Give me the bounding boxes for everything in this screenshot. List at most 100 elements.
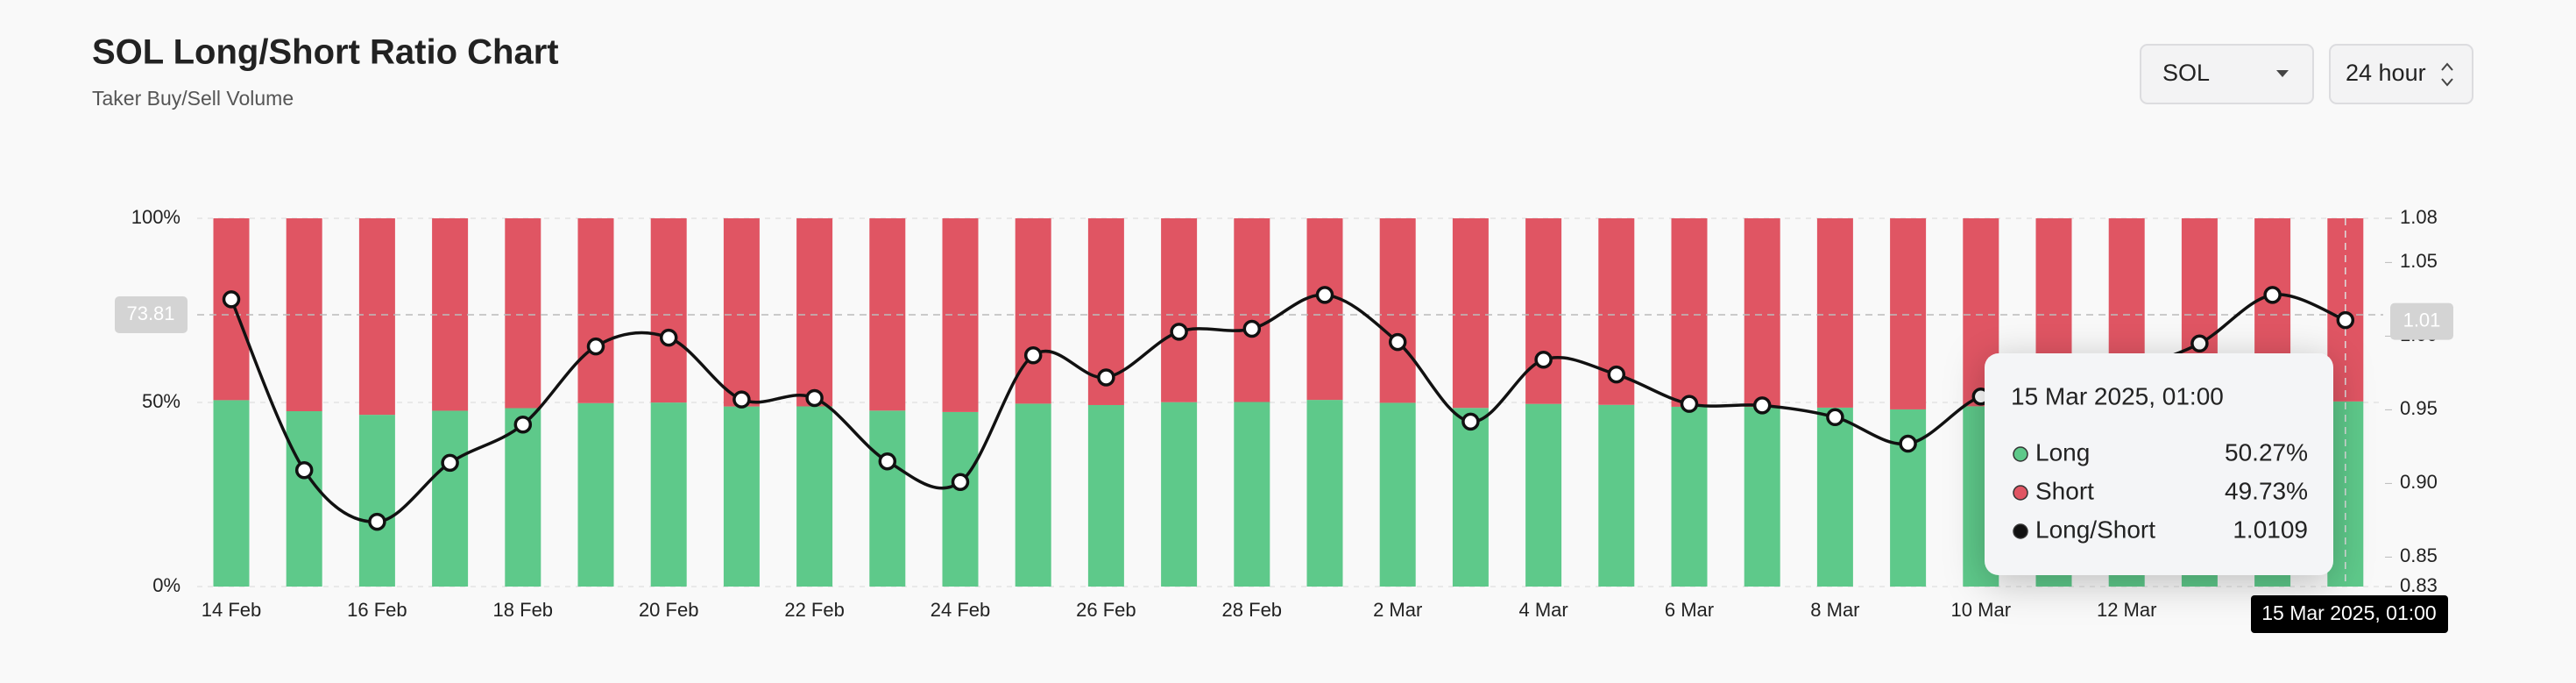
tooltip-dot bbox=[2013, 446, 2028, 462]
chart-title: SOL Long/Short Ratio Chart bbox=[92, 33, 559, 72]
select-box[interactable] bbox=[2140, 44, 2314, 104]
x-tick-label: 8 Mar bbox=[1810, 599, 1859, 621]
tooltip-title: 15 Mar 2025, 01:00 bbox=[2011, 382, 2224, 409]
bar-segment bbox=[1306, 400, 1343, 587]
y2-tick-label: 0.95 bbox=[2400, 397, 2438, 419]
y-tick-label: 50% bbox=[142, 390, 180, 412]
bar-segment bbox=[577, 402, 614, 587]
ratio-point bbox=[1534, 351, 1553, 369]
bar-segment bbox=[1379, 402, 1416, 587]
ratio-point bbox=[1242, 319, 1262, 338]
bar-segment bbox=[1234, 402, 1270, 587]
bar-segment bbox=[1379, 218, 1416, 403]
crosshair-x-label: 15 Mar 2025, 01:00 bbox=[2261, 601, 2436, 624]
ratio-point bbox=[1388, 332, 1407, 352]
tooltip-name: Long bbox=[2035, 438, 2090, 466]
bar-segment bbox=[1015, 218, 1051, 404]
bar-segment bbox=[1598, 404, 1635, 587]
crosshair-y2-label: 1.01 bbox=[2403, 309, 2441, 331]
bar-segment bbox=[1161, 402, 1198, 587]
ratio-point bbox=[294, 461, 314, 480]
ratio-point bbox=[2336, 310, 2355, 330]
bar-segment bbox=[869, 410, 906, 587]
y2-tick-label: 0.85 bbox=[2400, 544, 2438, 566]
ratio-point bbox=[2263, 286, 2282, 304]
ratio-point bbox=[1023, 345, 1043, 365]
tooltip-name: Short bbox=[2035, 477, 2094, 504]
crosshair-y-label-box bbox=[115, 295, 188, 333]
ratio-point bbox=[732, 390, 751, 409]
x-tick-label: 18 Feb bbox=[493, 599, 554, 621]
bar-segment bbox=[1161, 218, 1198, 402]
ratio-point bbox=[2190, 334, 2209, 353]
bar-segment bbox=[1452, 218, 1489, 409]
bar-segment bbox=[1525, 218, 1562, 404]
interval-select[interactable]: 24 hour bbox=[2329, 44, 2473, 104]
bar-segment bbox=[213, 218, 250, 401]
ratio-point bbox=[1680, 395, 1699, 413]
chart-subtitle: Taker Buy/Sell Volume bbox=[92, 87, 294, 110]
bar-segment bbox=[505, 408, 541, 587]
bar-segment bbox=[942, 411, 979, 587]
y-tick-label: 100% bbox=[131, 206, 180, 228]
bar-segment bbox=[1671, 218, 1708, 407]
bar-segment bbox=[723, 406, 760, 587]
bar-segment bbox=[505, 218, 541, 409]
bar-segment bbox=[577, 218, 614, 403]
bar-segment bbox=[796, 218, 833, 407]
select-box[interactable] bbox=[2329, 44, 2473, 104]
ratio-point bbox=[222, 290, 241, 309]
x-tick-label: 24 Feb bbox=[931, 599, 991, 621]
x-tick-label: 2 Mar bbox=[1373, 599, 1422, 621]
bar-segment bbox=[1234, 218, 1270, 402]
crosshair-x-label-box bbox=[2251, 595, 2448, 633]
x-tick-label: 10 Mar bbox=[1951, 599, 2011, 621]
ratio-point bbox=[1752, 396, 1772, 415]
ratio-point bbox=[441, 453, 459, 473]
bar-segment bbox=[796, 406, 833, 587]
bar-segment bbox=[432, 410, 469, 587]
bar-segment bbox=[286, 410, 322, 587]
bar-segment bbox=[650, 402, 687, 587]
bar-segment bbox=[1525, 403, 1562, 587]
y2-tick-label: 0.83 bbox=[2400, 574, 2438, 596]
x-tick-label: 20 Feb bbox=[639, 599, 699, 621]
x-tick-label: 12 Mar bbox=[2097, 599, 2156, 621]
bar-segment bbox=[213, 400, 250, 587]
bar-segment bbox=[1744, 218, 1780, 408]
tooltip-value: 1.0109 bbox=[2233, 516, 2308, 543]
ratio-point bbox=[513, 415, 533, 434]
ratio-point bbox=[1826, 408, 1844, 427]
tooltip-value: 49.73% bbox=[2225, 477, 2308, 504]
bar-segment bbox=[1671, 406, 1708, 587]
ratio-point bbox=[1461, 412, 1480, 431]
tooltip-dot bbox=[2013, 485, 2028, 501]
y2-tick-label: 1.08 bbox=[2400, 206, 2438, 228]
bar-segment bbox=[723, 218, 760, 407]
y-tick-label: 0% bbox=[152, 574, 180, 596]
tooltip-value: 50.27% bbox=[2225, 438, 2308, 466]
ratio-point bbox=[1170, 323, 1188, 341]
bar-segment bbox=[1452, 408, 1489, 587]
bar-segment bbox=[1744, 407, 1780, 587]
bar-segment bbox=[1890, 218, 1927, 409]
tooltip-name: Long/Short bbox=[2035, 516, 2155, 543]
ratio-point bbox=[659, 328, 678, 347]
plot: 0%50%100%0.830.850.900.951.001.051.0814 … bbox=[115, 206, 2453, 633]
bar-segment bbox=[1816, 218, 1853, 408]
asset-select[interactable]: SOL bbox=[2140, 44, 2314, 104]
bar-segment bbox=[1816, 407, 1853, 587]
x-tick-label: 16 Feb bbox=[347, 599, 407, 621]
select-value[interactable]: SOL bbox=[2162, 60, 2210, 86]
bar-segment bbox=[358, 415, 395, 587]
ratio-point bbox=[1097, 368, 1115, 387]
bar-segment bbox=[432, 218, 469, 411]
spinner-icon bbox=[2441, 62, 2453, 87]
bar-segment bbox=[1306, 218, 1343, 401]
crosshair-y2-label-box bbox=[2390, 302, 2453, 340]
select-value[interactable]: 24 hour bbox=[2346, 60, 2426, 86]
tooltip-box bbox=[1985, 353, 2333, 575]
x-tick-label: 4 Mar bbox=[1518, 599, 1568, 621]
ratio-point bbox=[951, 473, 970, 491]
